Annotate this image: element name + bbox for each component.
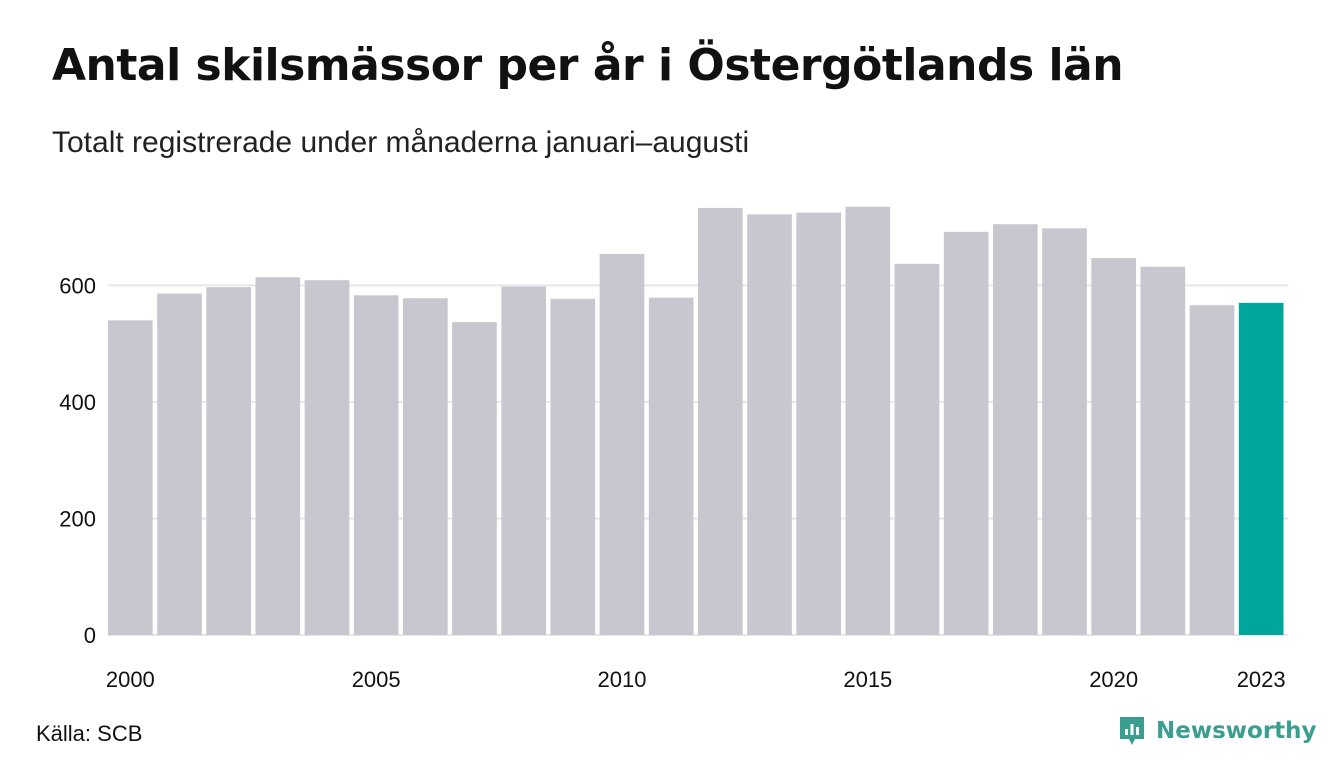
- bar-2002: [206, 287, 251, 635]
- bar-2015: [845, 206, 891, 636]
- chart-title: Antal skilsmässor per år i Östergötlands…: [52, 40, 1124, 91]
- y-tick-label: 0: [84, 623, 96, 648]
- newsworthy-logo-icon: [1120, 717, 1144, 745]
- x-tick-label: 2005: [352, 667, 401, 692]
- bar-2019: [1042, 228, 1087, 636]
- bar-2022: [1189, 305, 1235, 635]
- bar-2021: [1140, 266, 1186, 635]
- bar-2001: [157, 293, 202, 635]
- bar-2009: [550, 298, 596, 635]
- bar-2005: [353, 295, 399, 635]
- bar-2004: [304, 280, 350, 635]
- bar-2008: [501, 286, 546, 635]
- bar-2000: [108, 320, 153, 635]
- x-tick-label: 2010: [598, 667, 647, 692]
- x-axis-ticks: 2000 2005 2010 2015 2020 2023: [106, 667, 1286, 692]
- bar-2007: [452, 322, 497, 635]
- bar-2017: [943, 231, 989, 635]
- y-tick-label: 200: [59, 506, 96, 531]
- y-axis-ticks: 0 200 400 600: [59, 273, 96, 648]
- chart-subtitle: Totalt registrerade under månaderna janu…: [52, 126, 750, 159]
- x-tick-label: 2015: [843, 667, 892, 692]
- bar-2012: [698, 207, 743, 635]
- bars: [108, 206, 1284, 636]
- bar-2010: [599, 253, 645, 635]
- bar-2013: [747, 214, 792, 635]
- x-tick-label: 2000: [106, 667, 155, 692]
- bar-2014: [796, 212, 841, 636]
- bar-2016: [894, 263, 940, 635]
- x-tick-label: 2020: [1089, 667, 1138, 692]
- bar-2020: [1091, 258, 1136, 635]
- bar-2011: [648, 297, 694, 635]
- y-tick-label: 400: [59, 390, 96, 415]
- bar-2006: [403, 298, 448, 635]
- brand-name: Newsworthy: [1156, 718, 1317, 744]
- x-tick-label: 2023: [1237, 667, 1286, 692]
- source-label: Källa: SCB: [36, 721, 143, 746]
- y-tick-label: 600: [59, 273, 96, 298]
- bar-2023: [1238, 302, 1284, 635]
- bar-2003: [255, 277, 301, 635]
- brand-logo: Newsworthy: [1117, 714, 1317, 748]
- bar-2018: [993, 224, 1038, 635]
